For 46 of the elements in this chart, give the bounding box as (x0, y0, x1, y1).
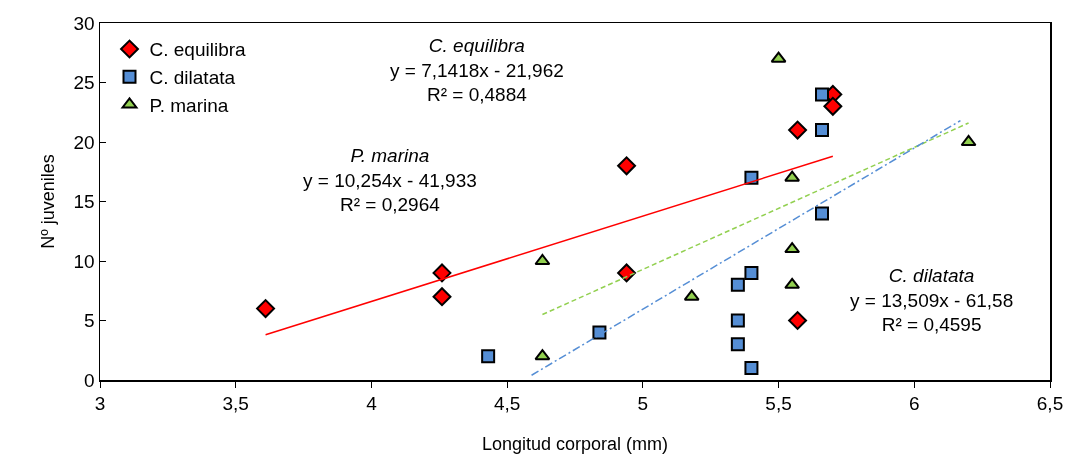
y-tick-label: 15 (73, 191, 95, 213)
point (617, 156, 637, 176)
point (770, 51, 787, 63)
point (730, 313, 745, 328)
point (481, 349, 496, 364)
annotation: C. dilatata y = 13,509x - 61,58 R² = 0,4595 (850, 265, 1014, 336)
x-tick-label: 4,5 (493, 393, 521, 415)
x-tick-label: 5 (637, 393, 649, 415)
point (744, 265, 759, 280)
x-tick-label: 4 (366, 393, 378, 415)
legend-label: C. dilatata (149, 67, 236, 89)
legend-label: P. marina (149, 94, 229, 116)
point (683, 289, 700, 301)
x-tick-label: 3,5 (222, 393, 249, 415)
y-tick-label: 10 (73, 250, 95, 272)
point (815, 123, 829, 138)
x-axis-title: Longitud corporal (mm) (481, 434, 669, 455)
point (730, 337, 745, 352)
point (784, 242, 801, 254)
y-tick-label: 0 (84, 369, 95, 391)
x-tick-label: 5,5 (765, 393, 792, 415)
point (730, 277, 745, 292)
point (744, 361, 759, 376)
x-tick-label: 6,5 (1036, 393, 1064, 415)
x-tick-label: 3 (94, 393, 106, 415)
point (617, 263, 637, 283)
point (788, 120, 808, 140)
point (815, 206, 829, 221)
point (784, 277, 801, 289)
x-tick-label: 6 (909, 393, 920, 415)
point (788, 311, 808, 330)
legend-label: C. equilibra (149, 39, 247, 61)
point (815, 87, 829, 102)
point (534, 349, 551, 361)
y-axis-title: Nº juveniles (38, 154, 59, 249)
y-tick-label: 5 (84, 310, 95, 332)
point (256, 299, 276, 319)
point (592, 325, 607, 340)
annotation: C. equilibra y = 7,1418x - 21,962 R² = 0,4884 (390, 35, 564, 106)
point (432, 287, 452, 307)
y-tick-label: 30 (73, 12, 95, 34)
y-tick-label: 20 (73, 131, 95, 153)
point (784, 170, 801, 182)
annotation: P. marina y = 10,254x - 41,933 R² = 0,2964 (303, 145, 477, 216)
point (823, 96, 843, 116)
y-tick-label: 25 (73, 72, 95, 94)
